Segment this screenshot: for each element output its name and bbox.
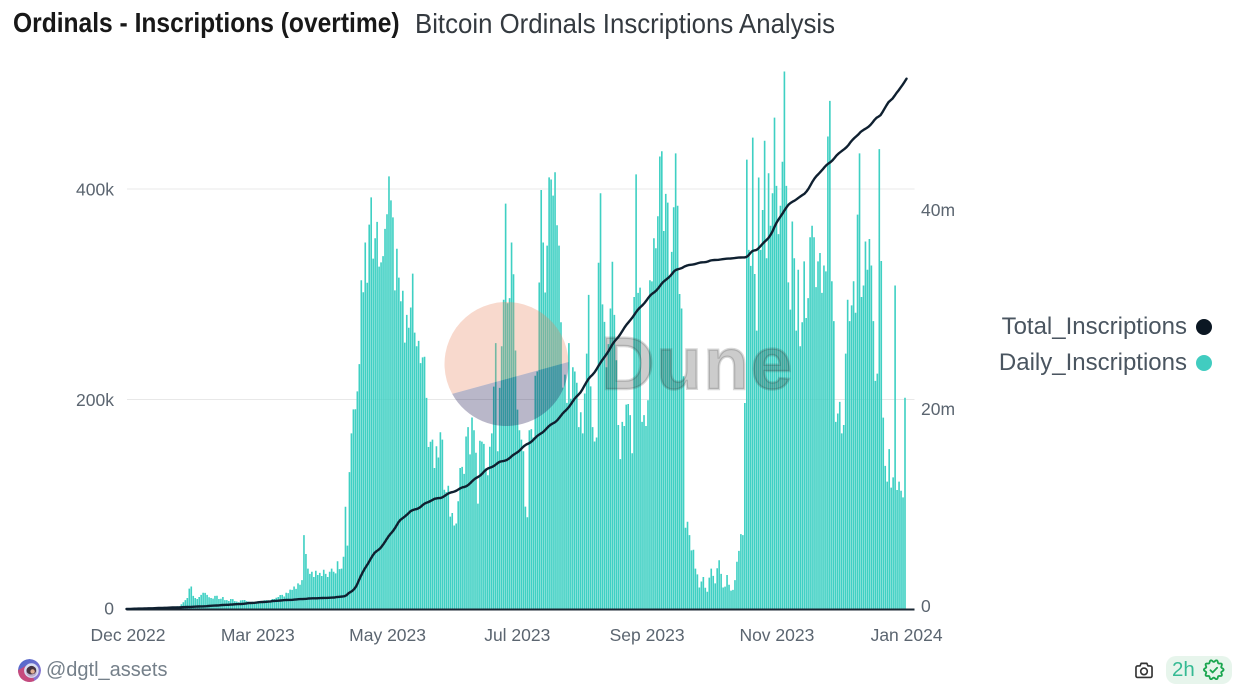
- svg-text:20m: 20m: [921, 399, 955, 419]
- svg-text:400k: 400k: [76, 180, 114, 200]
- svg-text:0: 0: [921, 596, 931, 616]
- svg-text:Mar 2023: Mar 2023: [221, 625, 295, 645]
- svg-text:40m: 40m: [921, 200, 955, 220]
- svg-text:0: 0: [104, 599, 114, 619]
- svg-text:Sep 2023: Sep 2023: [610, 625, 685, 645]
- svg-text:Jul 2023: Jul 2023: [484, 625, 550, 645]
- svg-text:May 2023: May 2023: [349, 625, 426, 645]
- svg-text:Nov 2023: Nov 2023: [739, 625, 814, 645]
- svg-text:Dec 2022: Dec 2022: [91, 625, 166, 645]
- svg-text:Dune: Dune: [601, 322, 794, 405]
- svg-text:Jan 2024: Jan 2024: [871, 625, 943, 645]
- svg-text:200k: 200k: [76, 390, 114, 410]
